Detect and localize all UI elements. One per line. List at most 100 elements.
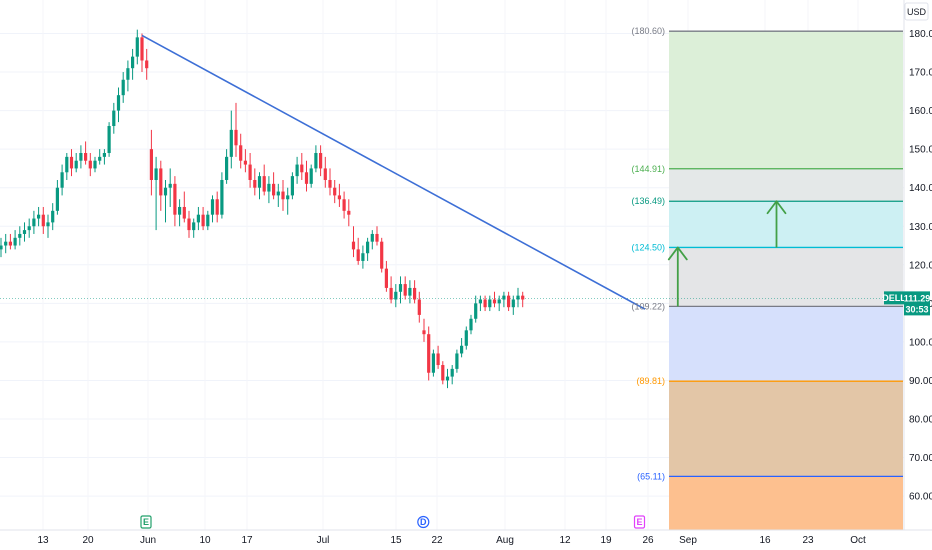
event-label: D bbox=[420, 517, 427, 527]
x-tick-label: 13 bbox=[37, 535, 49, 546]
candle-body bbox=[507, 295, 511, 308]
fib-level-label: (180.60) bbox=[631, 26, 665, 36]
x-tick-label: 22 bbox=[431, 535, 443, 546]
last-price-badge bbox=[904, 291, 930, 316]
y-tick-label: 180.00 bbox=[909, 29, 932, 40]
candle-body bbox=[65, 156, 69, 173]
candle-body bbox=[290, 176, 294, 196]
candle-body bbox=[163, 187, 168, 196]
candle-body bbox=[32, 218, 36, 227]
candle-body bbox=[474, 303, 478, 319]
candle-body bbox=[356, 249, 360, 261]
candle-body bbox=[121, 79, 125, 96]
fib-level-label: (109.22) bbox=[631, 301, 665, 311]
candle-body bbox=[210, 199, 215, 215]
candle-body bbox=[497, 299, 501, 304]
candle-body bbox=[0, 245, 3, 250]
candle-body bbox=[272, 183, 276, 196]
event-label: E bbox=[143, 517, 149, 527]
candle-body bbox=[380, 241, 384, 269]
candle-body bbox=[422, 330, 426, 335]
candle-body bbox=[370, 233, 374, 242]
candle-body bbox=[389, 287, 393, 300]
ticker-label: DELL bbox=[882, 293, 906, 303]
x-axis[interactable]: 13 20 Jun 10 17 Jul 15 22 Aug 12 19 26 Sep 16 23 Oct bbox=[0, 529, 932, 546]
grid bbox=[0, 33, 904, 497]
y-tick-label: 160.00 bbox=[909, 106, 932, 117]
candle-body bbox=[51, 210, 55, 223]
candle-body bbox=[333, 187, 337, 196]
fib-zone bbox=[669, 168, 903, 202]
candle-body bbox=[253, 179, 257, 188]
candle-body bbox=[187, 218, 191, 231]
candle-body bbox=[502, 295, 506, 300]
y-tick-label: 130.00 bbox=[909, 222, 932, 233]
candle-body bbox=[257, 176, 262, 188]
candle-body bbox=[239, 145, 243, 161]
candle-body bbox=[304, 172, 309, 184]
y-tick-label: 100.00 bbox=[909, 337, 932, 348]
candle-body bbox=[102, 153, 106, 157]
candle-body bbox=[295, 164, 299, 177]
candle-body bbox=[286, 195, 290, 200]
fib-zone bbox=[669, 247, 903, 307]
candle-body bbox=[248, 164, 252, 180]
x-tick-label: 16 bbox=[759, 535, 771, 546]
x-tick-label: Oct bbox=[850, 535, 866, 546]
event-label: E bbox=[636, 517, 642, 527]
x-tick-label: Jul bbox=[317, 535, 330, 546]
candle-body bbox=[18, 233, 22, 238]
x-tick-label: Sep bbox=[679, 535, 697, 546]
candle-body bbox=[281, 191, 285, 200]
candle-body bbox=[13, 237, 17, 246]
candle-body bbox=[4, 241, 8, 246]
candle-body bbox=[8, 241, 12, 246]
candle-body bbox=[27, 226, 31, 231]
fib-zone bbox=[669, 31, 903, 169]
candle-body bbox=[460, 345, 464, 354]
y-tick-label: 150.00 bbox=[909, 145, 932, 156]
candle-body bbox=[427, 334, 431, 373]
candle-body bbox=[436, 353, 440, 366]
candle-body bbox=[328, 179, 332, 188]
candle-body bbox=[192, 222, 196, 231]
arrow-head bbox=[667, 246, 688, 261]
candle-body bbox=[408, 287, 412, 296]
candle-body bbox=[394, 291, 398, 300]
candle-body bbox=[403, 284, 407, 296]
candle-body bbox=[323, 168, 327, 180]
candle-body bbox=[516, 295, 520, 300]
fib-level-label: (136.49) bbox=[631, 196, 665, 206]
candle-body bbox=[262, 176, 266, 192]
candle-body bbox=[98, 156, 102, 161]
candle-body bbox=[168, 183, 172, 188]
candle-body bbox=[173, 183, 177, 215]
fib-zone bbox=[669, 476, 903, 530]
x-tick-label: Aug bbox=[496, 535, 514, 546]
candle-body bbox=[445, 376, 450, 381]
candle-body bbox=[450, 368, 454, 377]
fib-zone bbox=[669, 201, 903, 248]
candle-body bbox=[154, 168, 158, 180]
candle-body bbox=[88, 160, 92, 169]
candle-body bbox=[60, 172, 64, 188]
x-tick-label: 26 bbox=[642, 535, 654, 546]
candle-body bbox=[351, 241, 356, 250]
fib-level-label: (144.91) bbox=[631, 164, 665, 174]
candle-body bbox=[276, 191, 280, 196]
candle-body bbox=[455, 353, 459, 369]
candle-body bbox=[116, 95, 121, 111]
candle-body bbox=[149, 149, 153, 180]
y-axis[interactable]: 180.00 170.00 160.00 150.00 140.00 130.00 120.… bbox=[903, 0, 932, 530]
x-tick-label: 17 bbox=[241, 535, 253, 546]
x-tick-label: 20 bbox=[82, 535, 94, 546]
candle-body bbox=[314, 153, 318, 169]
y-tick-label: 70.00 bbox=[909, 453, 932, 464]
candle-body bbox=[79, 153, 83, 161]
fib-zone bbox=[669, 381, 903, 477]
candle-body bbox=[140, 37, 144, 61]
candle-body bbox=[521, 295, 525, 300]
y-tick-label: 120.00 bbox=[909, 260, 932, 271]
fib-lines bbox=[0, 30, 904, 478]
